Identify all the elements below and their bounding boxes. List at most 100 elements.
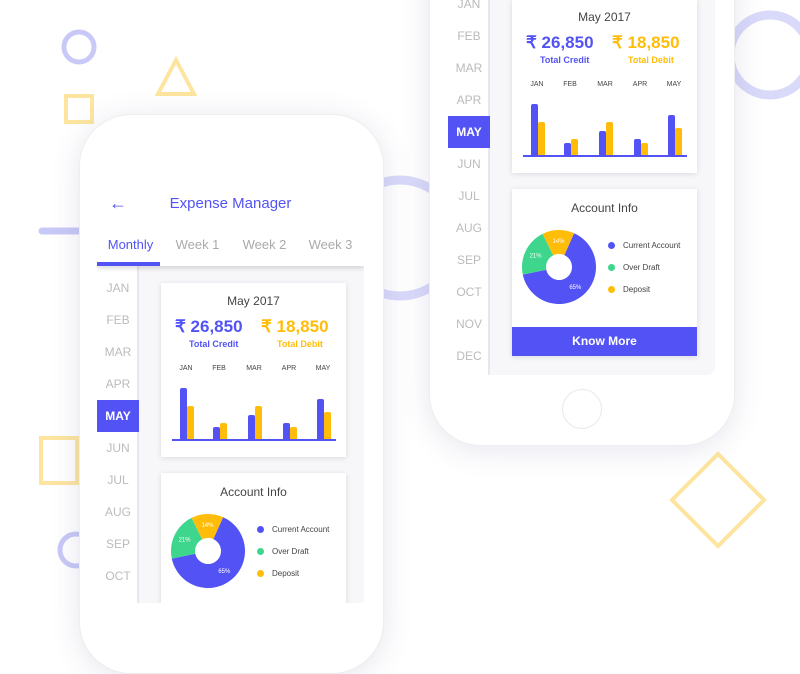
month-aug[interactable]: AUG — [104, 505, 131, 519]
legend-label: Current Account — [623, 241, 681, 250]
tab-week-3[interactable]: Week 3 — [308, 237, 353, 252]
pie-slice-over-draft — [522, 233, 554, 275]
credit-amount: ₹ 26,850 — [175, 317, 243, 336]
summary-card: May 2017 ₹ 26,850 Total Credit ₹ 18,850 … — [512, 0, 697, 173]
legend-label: Over Draft — [272, 547, 309, 556]
bar-credit-feb — [564, 143, 571, 155]
legend-item: Over Draft — [257, 547, 309, 556]
month-sidebar: JAN FEB MAR APR MAY JUN JUL AUG SEP OCT NOV DEC — [448, 0, 490, 375]
month-apr[interactable]: APR — [105, 377, 131, 391]
month-dec[interactable]: DEC — [456, 349, 482, 363]
pie-value-label: 65% — [569, 285, 582, 291]
know-more-button[interactable]: Know More — [512, 327, 697, 356]
month-jul[interactable]: JUL — [107, 473, 129, 487]
month-aug[interactable]: AUG — [455, 221, 482, 235]
bar-credit-jan — [531, 104, 538, 155]
month-oct[interactable]: OCT — [456, 285, 482, 299]
pie-value-label: 21% — [179, 538, 192, 544]
month-may[interactable]: MAY — [97, 400, 139, 432]
month-jun[interactable]: JUN — [106, 441, 130, 455]
chart-x-label: MAR — [597, 81, 613, 88]
chart-x-label: FEB — [563, 81, 577, 88]
month-jan[interactable]: JAN — [457, 0, 481, 11]
bar-credit-mar — [599, 131, 606, 155]
month-feb[interactable]: FEB — [457, 29, 481, 43]
month-nov[interactable]: NOV — [455, 317, 482, 331]
month-sep[interactable]: SEP — [456, 253, 481, 267]
legend-item: Deposit — [257, 569, 299, 578]
screen-left: ← Expense Manager Monthly Week 1 Week 2 Week… — [97, 183, 364, 603]
bar-credit-mar — [248, 415, 255, 439]
donut-chart: 65% 21% 14% — [171, 514, 245, 588]
bar-debit-mar — [606, 122, 613, 155]
pie-slice-deposit — [191, 514, 224, 540]
legend-dot-icon — [257, 548, 264, 556]
month-jan[interactable]: JAN — [106, 281, 130, 295]
pie-slice-over-draft — [171, 517, 203, 559]
square-shape — [64, 94, 94, 124]
month-mar[interactable]: MAR — [104, 345, 132, 359]
legend-label: Over Draft — [623, 263, 660, 272]
bar-credit-may — [317, 399, 324, 439]
pie-value-label: 21% — [530, 254, 543, 260]
legend-label: Current Account — [272, 525, 330, 534]
diamond-shape — [669, 451, 767, 549]
chart-x-label: MAY — [666, 81, 682, 88]
bar-credit-may — [668, 115, 675, 155]
debit-amount: ₹ 18,850 — [612, 33, 680, 52]
pie-value-label: 14% — [201, 523, 214, 529]
month-sep[interactable]: SEP — [105, 537, 130, 551]
account-info-title: Account Info — [571, 201, 638, 215]
square-outline-shape — [39, 436, 79, 485]
active-tab-indicator — [97, 262, 160, 266]
tab-monthly[interactable]: Monthly — [107, 237, 154, 252]
legend-dot-icon — [608, 264, 615, 272]
bar-credit-apr — [634, 139, 641, 155]
month-nov[interactable]: NOV — [97, 592, 139, 603]
home-button[interactable] — [562, 389, 602, 429]
legend-dot-icon — [608, 286, 615, 294]
month-mar[interactable]: MAR — [455, 61, 483, 75]
arc-shape — [725, 10, 800, 100]
bar-debit-may — [675, 128, 682, 155]
month-may[interactable]: MAY — [448, 116, 490, 148]
legend-dot-icon — [608, 242, 615, 250]
bar-debit-jan — [538, 122, 545, 155]
legend-item: Deposit — [608, 285, 650, 294]
arrow-left-icon[interactable]: ← — [109, 193, 127, 213]
debit-label: Total Debit — [277, 339, 323, 349]
page-title: Expense Manager — [169, 195, 292, 212]
chart-x-label: APR — [281, 365, 297, 372]
bar-debit-mar — [255, 406, 262, 439]
legend-label: Deposit — [272, 569, 300, 578]
credit-label: Total Credit — [540, 55, 590, 65]
credit-label: Total Credit — [189, 339, 239, 349]
tab-week-1[interactable]: Week 1 — [175, 237, 220, 252]
chart-x-label: MAY — [315, 365, 331, 372]
chart-baseline — [172, 439, 336, 441]
month-jul[interactable]: JUL — [458, 189, 480, 203]
chart-x-label: FEB — [212, 365, 226, 372]
legend-dot-icon — [257, 526, 264, 534]
month-oct[interactable]: OCT — [105, 569, 131, 583]
bar-credit-apr — [283, 423, 290, 439]
tab-week-2[interactable]: Week 2 — [242, 237, 287, 252]
pie-value-label: 14% — [552, 239, 565, 245]
month-jun[interactable]: JUN — [457, 157, 481, 171]
bar-debit-may — [324, 412, 331, 439]
legend-item: Current Account — [257, 525, 329, 534]
debit-label: Total Debit — [628, 55, 674, 65]
app-header: ← Expense Manager Monthly Week 1 Week 2 Week… — [97, 183, 364, 266]
bar-debit-feb — [220, 423, 227, 439]
chart-baseline — [523, 155, 687, 157]
month-feb[interactable]: FEB — [106, 313, 130, 327]
bar-debit-jan — [187, 406, 194, 439]
pie-value-label: 65% — [218, 569, 231, 575]
pie-slice-deposit — [542, 230, 575, 256]
period-label: May 2017 — [227, 294, 280, 308]
account-info-title: Account Info — [220, 485, 287, 499]
chart-x-label: JAN — [530, 81, 544, 88]
month-apr[interactable]: APR — [456, 93, 482, 107]
donut-chart: 65% 21% 14% — [522, 230, 596, 304]
